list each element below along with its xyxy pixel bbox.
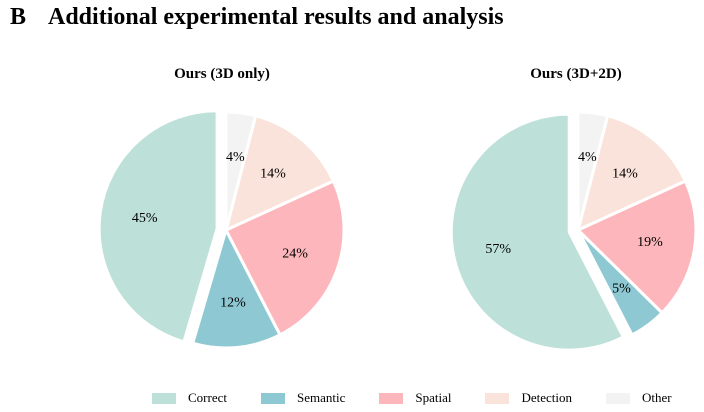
pie-slice-spatial [576,179,698,315]
legend-swatch [379,392,404,404]
pie-slice-other [576,110,610,232]
pie-slice-spatial [224,179,346,337]
pie-label-spatial: 24% [282,246,308,261]
legend: Correct Semantic Spatial Detection Other [152,389,672,407]
pie-title-left: Ours (3D only) [174,66,270,82]
legend-item-correct: Correct [152,390,227,406]
legend-label: Detection [521,390,573,405]
pie-slice-other [224,110,258,232]
legend-swatch [485,392,510,404]
pie-label-spatial: 19% [637,235,663,250]
legend-item-spatial: Spatial [379,390,451,406]
pie-label-correct: 45% [132,211,158,226]
pie-label-semantic: 5% [612,281,631,296]
pie-title-right: Ours (3D+2D) [530,66,622,82]
legend-item-detection: Detection [485,390,572,406]
pie-slice-correct [97,109,219,344]
legend-label: Spatial [415,390,452,405]
pie-slice-detection [224,114,335,232]
pie-chart-right: 57% 5% 19% 14% 4% [449,110,698,352]
legend-label: Semantic [296,390,346,405]
pie-slice-correct [449,112,625,352]
pie-label-correct: 57% [485,242,511,257]
pie-label-other: 4% [226,150,245,165]
section-title: Additional experimental results and anal… [48,4,504,30]
pie-label-other: 4% [578,150,597,165]
pie-chart-left: 45% 12% 24% 14% 4% [97,109,346,350]
pie-slice-semantic [191,228,282,350]
legend-item-semantic: Semantic [260,390,346,406]
legend-item-other: Other [606,390,672,406]
pie-label-detection: 14% [260,167,286,182]
pie-slice-detection [576,114,687,232]
pie-label-detection: 14% [612,167,638,182]
legend-swatch [152,392,176,404]
legend-label: Correct [188,390,227,405]
pie-label-semantic: 12% [220,295,246,310]
legend-swatch [606,392,631,404]
legend-label: Other [642,390,672,405]
section-heading: B Additional experimental results and ana… [10,4,504,31]
section-letter: B [10,4,27,30]
legend-swatch [260,392,285,404]
